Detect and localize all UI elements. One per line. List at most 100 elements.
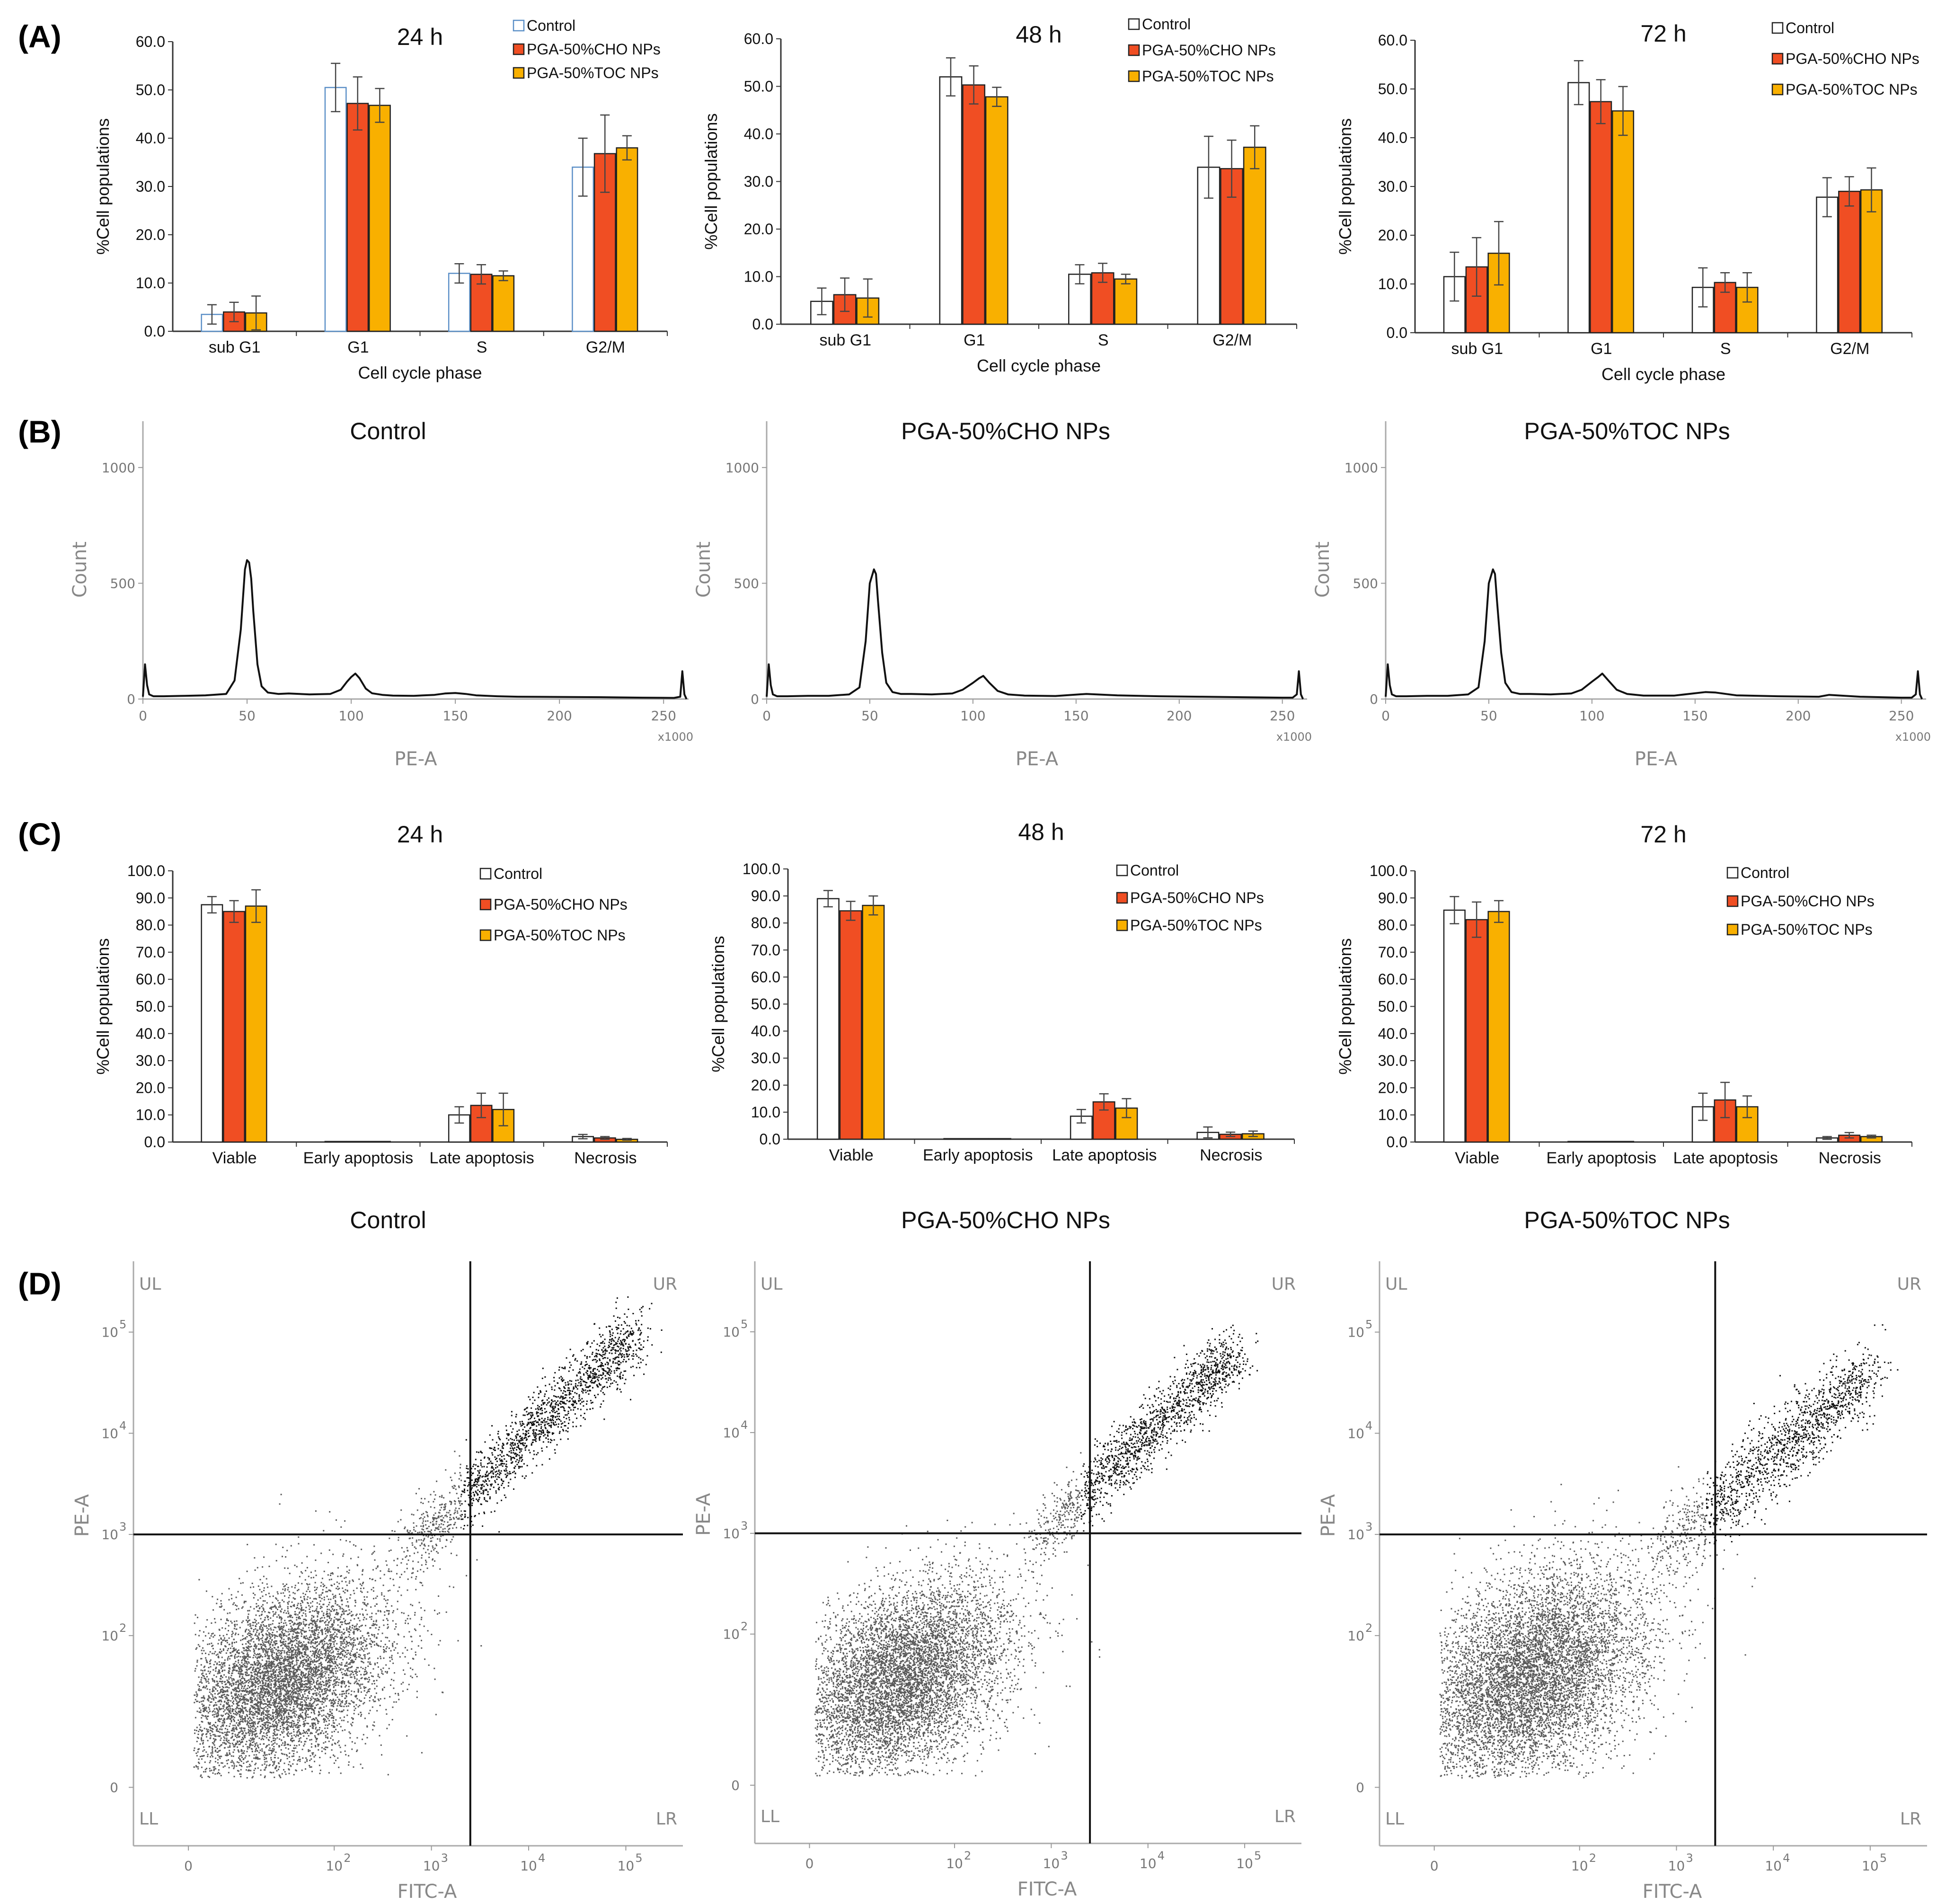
y-tick-label: 10 bbox=[1347, 1426, 1364, 1441]
legend-entry: PGA-50%TOC NPs bbox=[494, 927, 626, 944]
y-tick-label: 50.0 bbox=[744, 78, 773, 95]
x-tick-label: G2/M bbox=[1212, 331, 1252, 349]
x-tick-exponent: 4 bbox=[1783, 1851, 1790, 1865]
legend-swatch bbox=[1771, 22, 1784, 34]
bar bbox=[201, 904, 223, 1143]
legend-swatch bbox=[479, 868, 492, 880]
y-tick-label: 80.0 bbox=[1378, 917, 1407, 934]
x-tick-label: sub G1 bbox=[819, 331, 871, 349]
y-tick-label: 90.0 bbox=[136, 889, 165, 906]
x-tick-label: 50 bbox=[861, 708, 878, 724]
y-axis-label: Count bbox=[69, 541, 91, 598]
legend-entry: PGA-50%TOC NPs bbox=[1130, 917, 1262, 934]
y-tick-label: 60.0 bbox=[136, 33, 165, 50]
y-axis-label: PE-A bbox=[693, 1493, 715, 1536]
y-tick-label: 30.0 bbox=[1378, 178, 1407, 195]
legend-entry: PGA-50%TOC NPs bbox=[1786, 81, 1918, 98]
x-axis-label: PE-A bbox=[1016, 748, 1059, 770]
event-dots-upper-right bbox=[1706, 1324, 1899, 1545]
y-tick-label: 10 bbox=[723, 1324, 740, 1340]
legend-swatch bbox=[1116, 919, 1128, 931]
x-tick-label: S bbox=[477, 338, 487, 356]
event-dots bbox=[814, 1452, 1110, 1777]
x-tick-label: 0 bbox=[1381, 708, 1390, 724]
legend-entry: Control bbox=[527, 17, 575, 34]
bar-chart-C-72h: 72 h 0.0 10.0 20.0 30.0 40.0 50.0 60.0 70.0 80.0 9… bbox=[1336, 821, 1912, 1167]
y-tick-label: 90.0 bbox=[1378, 889, 1407, 906]
y-axis-label: PE-A bbox=[1318, 1494, 1339, 1537]
bar bbox=[245, 905, 267, 1143]
legend-entry: Control bbox=[1142, 16, 1191, 33]
legend-swatch bbox=[1128, 18, 1140, 30]
x-tick-exponent: 2 bbox=[344, 1851, 351, 1865]
bar bbox=[839, 910, 862, 1140]
y-tick-label: 10 bbox=[101, 1628, 118, 1644]
y-tick-label: 30.0 bbox=[1378, 1052, 1407, 1069]
x-tick-label: 10 bbox=[618, 1858, 635, 1874]
y-tick-label: 40.0 bbox=[136, 1025, 165, 1042]
y-tick-exponent: 3 bbox=[119, 1520, 126, 1533]
y-tick-label: 100.0 bbox=[127, 862, 165, 879]
y-tick-label: 10.0 bbox=[1378, 1107, 1407, 1124]
legend-swatch bbox=[1128, 70, 1140, 82]
x-tick-label: 250 bbox=[1889, 708, 1914, 724]
bar-chart-A-48h: 48 h 0.0 10.0 20.0 30.0 40.0 50.0 60.0 %Cell pop… bbox=[701, 16, 1297, 375]
quadrant-label-lr: LR bbox=[1274, 1807, 1296, 1826]
x-axis-label: Cell cycle phase bbox=[977, 356, 1101, 375]
y-tick-label: 20.0 bbox=[1378, 227, 1407, 244]
x-tick-label: Necrosis bbox=[1200, 1146, 1262, 1164]
bar bbox=[1487, 911, 1510, 1143]
x-axis-label: Cell cycle phase bbox=[1601, 364, 1725, 384]
y-axis-label: %Cell populations bbox=[1336, 938, 1355, 1074]
y-tick-label: 0.0 bbox=[144, 1134, 165, 1151]
quadrant-label-ur: UR bbox=[1897, 1275, 1921, 1294]
x-tick-exponent: 2 bbox=[964, 1849, 971, 1862]
histogram-B-cho: PGA-50%CHO NPs 0 50 100 150 200 250 0 500 1000 x10… bbox=[693, 418, 1312, 770]
y-tick-label: 0 bbox=[731, 1778, 740, 1793]
legend-swatch bbox=[1771, 53, 1784, 65]
x-tick-label: 0 bbox=[139, 708, 147, 724]
y-tick-label: 50.0 bbox=[1378, 998, 1407, 1015]
y-tick-label: 70.0 bbox=[751, 941, 780, 958]
y-axis-label: %Cell populations bbox=[701, 113, 721, 249]
panel-label-a: (A) bbox=[18, 19, 62, 54]
bar bbox=[1443, 909, 1466, 1143]
histogram-B-control: Control 0 50 100 150 200 250 0 500 1000 x1000 PE-A C… bbox=[69, 418, 693, 770]
bar bbox=[368, 105, 391, 332]
x-tick-label: 200 bbox=[1786, 708, 1811, 724]
x-tick-label: Early apoptosis bbox=[923, 1146, 1033, 1164]
bar bbox=[1465, 919, 1488, 1143]
y-tick-label: 70.0 bbox=[1378, 944, 1407, 961]
y-axis-label: %Cell populations bbox=[93, 938, 113, 1074]
chart-title: PGA-50%CHO NPs bbox=[901, 418, 1110, 444]
x-tick-exponent: 4 bbox=[538, 1851, 545, 1865]
bar bbox=[862, 904, 885, 1140]
x-axis-label: Cell cycle phase bbox=[358, 363, 482, 382]
y-tick-label: 0 bbox=[1370, 691, 1378, 707]
y-tick-label: 1000 bbox=[1345, 460, 1378, 476]
bar bbox=[962, 84, 986, 325]
quadrant-label-ll: LL bbox=[139, 1809, 158, 1829]
y-tick-label: 50.0 bbox=[136, 81, 165, 98]
y-tick-label: 40.0 bbox=[744, 125, 773, 142]
legend-entry: Control bbox=[1786, 19, 1834, 36]
y-tick-label: 0 bbox=[751, 691, 759, 707]
y-tick-label: 0.0 bbox=[1387, 1134, 1407, 1151]
y-tick-label: 30.0 bbox=[744, 173, 773, 190]
chart-title: Control bbox=[350, 1207, 426, 1233]
chart-title: PGA-50%TOC NPs bbox=[1524, 418, 1730, 444]
y-tick-label: 40.0 bbox=[751, 1023, 780, 1040]
y-tick-label: 40.0 bbox=[1378, 129, 1407, 146]
y-tick-label: 10 bbox=[101, 1325, 118, 1340]
x-tick-label: G1 bbox=[347, 338, 369, 356]
bar bbox=[1567, 82, 1590, 334]
bar bbox=[616, 147, 638, 332]
bar bbox=[1243, 146, 1266, 325]
y-tick-label: 10 bbox=[723, 1526, 740, 1541]
y-tick-label: 50.0 bbox=[1378, 80, 1407, 97]
bar bbox=[1816, 196, 1839, 334]
x-tick-label: 200 bbox=[1167, 708, 1192, 724]
x-tick-label: 10 bbox=[1571, 1858, 1588, 1874]
y-tick-exponent: 5 bbox=[741, 1318, 748, 1331]
